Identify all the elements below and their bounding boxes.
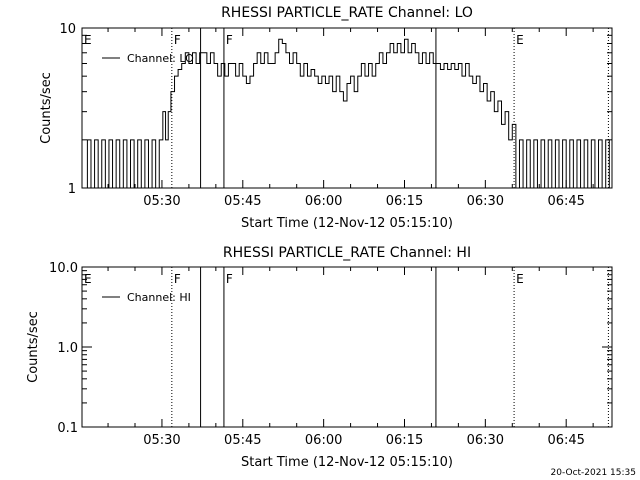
hi-marker-label: F: [174, 272, 181, 286]
lo-y-axis-label: Counts/sec: [39, 72, 54, 144]
lo-marker-label: F: [226, 33, 233, 47]
hi-x-tick-label: 06:30: [467, 433, 504, 448]
hi-x-tick-label: 06:45: [547, 433, 584, 448]
lo-marker-label: E: [516, 33, 524, 47]
hi-marker-label: F: [226, 272, 233, 286]
lo-channel-panel: RHESSI PARTICLE_RATE Channel: LO Counts/…: [39, 5, 613, 231]
hi-x-tick-label: 05:30: [143, 433, 180, 448]
hi-marker-label: E: [516, 272, 524, 286]
footer-date: 20-Oct-2021 15:35: [551, 468, 636, 478]
hi-marker-label: E: [84, 272, 92, 286]
hi-y-axis-label: Counts/sec: [26, 311, 41, 383]
lo-x-tick-label: 06:15: [386, 194, 423, 209]
lo-y-tick-label: 10: [59, 22, 76, 37]
lo-x-tick-label: 06:30: [467, 194, 504, 209]
hi-y-tick-label: 0.1: [57, 421, 78, 436]
lo-y-tick-label: 1: [68, 182, 76, 197]
hi-y-tick-label: 1.0: [57, 341, 78, 356]
hi-x-tick-label: 06:15: [386, 433, 423, 448]
lo-x-tick-label: 05:30: [143, 194, 180, 209]
hi-x-axis-label: Start Time (12-Nov-12 05:15:10): [241, 455, 453, 470]
lo-x-axis-label: Start Time (12-Nov-12 05:15:10): [241, 216, 453, 231]
lo-x-tick-label: 06:45: [547, 194, 584, 209]
hi-chart-title: RHESSI PARTICLE_RATE Channel: HI: [223, 245, 471, 261]
lo-marker-label: F: [174, 33, 181, 47]
lo-legend-label: Channel: LO: [127, 52, 194, 65]
hi-legend-label: Channel: HI: [127, 291, 191, 304]
hi-y-tick-label: 10.0: [49, 261, 78, 276]
lo-series-line: [82, 38, 612, 189]
lo-x-tick-label: 05:45: [224, 194, 261, 209]
lo-marker-label: E: [84, 33, 92, 47]
hi-channel-panel: RHESSI PARTICLE_RATE Channel: HI Counts/…: [26, 245, 613, 470]
lo-x-tick-label: 06:00: [305, 194, 342, 209]
hi-x-tick-label: 06:00: [305, 433, 342, 448]
hi-x-tick-label: 05:45: [224, 433, 261, 448]
lo-plot-frame: [81, 27, 613, 189]
lo-chart-title: RHESSI PARTICLE_RATE Channel: LO: [221, 5, 473, 21]
